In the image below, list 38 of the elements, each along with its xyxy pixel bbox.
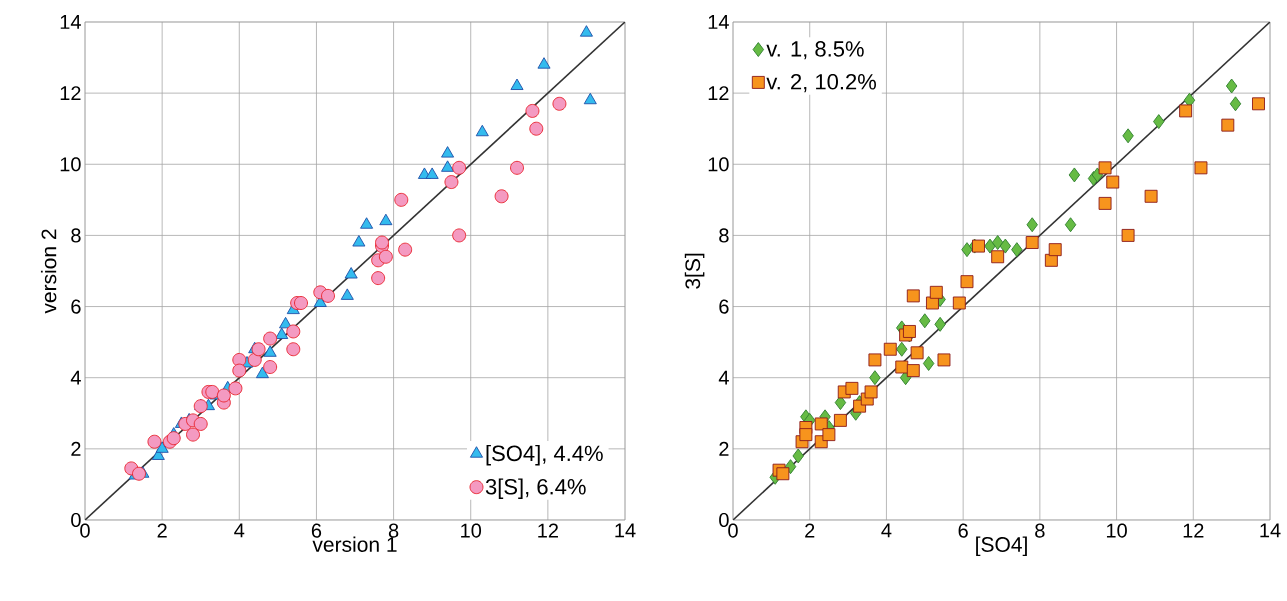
legend-label: v. 2, 10.2% xyxy=(766,73,876,93)
y-tick-label: 8 xyxy=(71,228,81,243)
x-tick-label: 2 xyxy=(805,523,815,538)
y-tick-label: 2 xyxy=(71,441,81,456)
x-tick-label: 14 xyxy=(615,523,636,538)
x-tick-label: 8 xyxy=(388,523,399,538)
y-tick-label: 6 xyxy=(719,299,729,314)
y-axis-title: 3[S] xyxy=(684,253,705,289)
y-tick-label: 14 xyxy=(708,15,729,29)
x-axis-title: [SO4] xyxy=(976,536,1027,557)
x-tick-label: 4 xyxy=(881,523,892,538)
y-tick-label: 0 xyxy=(719,512,729,528)
y-tick-label: 4 xyxy=(718,370,729,385)
x-tick-label: 4 xyxy=(234,523,245,538)
legend-label: v. 1, 8.5% xyxy=(766,41,864,60)
y-tick-label: 8 xyxy=(719,228,729,243)
x-tick-label: 14 xyxy=(1260,523,1281,538)
y-tick-label: 2 xyxy=(719,441,729,456)
y-tick-label: 12 xyxy=(708,86,729,101)
x-axis-title: version 1 xyxy=(312,536,397,552)
legend-label: 3[S], 6.4% xyxy=(485,478,586,499)
x-tick-label: 8 xyxy=(1035,523,1045,538)
x-tick-label: 10 xyxy=(461,523,482,538)
x-tick-label: 12 xyxy=(538,523,558,538)
y-tick-label: 0 xyxy=(71,512,81,528)
x-tick-label: 6 xyxy=(311,523,322,538)
x-tick-label: 2 xyxy=(157,523,167,538)
y-axis-title: version 2 xyxy=(40,229,57,314)
y-tick-label: 4 xyxy=(70,370,81,385)
x-tick-label: 12 xyxy=(1183,523,1204,538)
y-tick-label: 14 xyxy=(60,15,81,29)
y-tick-label: 10 xyxy=(60,157,81,172)
y-tick-label: 6 xyxy=(71,299,81,314)
x-tick-label: 6 xyxy=(958,523,968,538)
x-tick-label: 10 xyxy=(1106,523,1127,538)
y-tick-label: 10 xyxy=(708,157,729,172)
y-tick-label: 12 xyxy=(60,86,81,101)
legend-label: [SO4], 4.4% xyxy=(486,444,603,466)
